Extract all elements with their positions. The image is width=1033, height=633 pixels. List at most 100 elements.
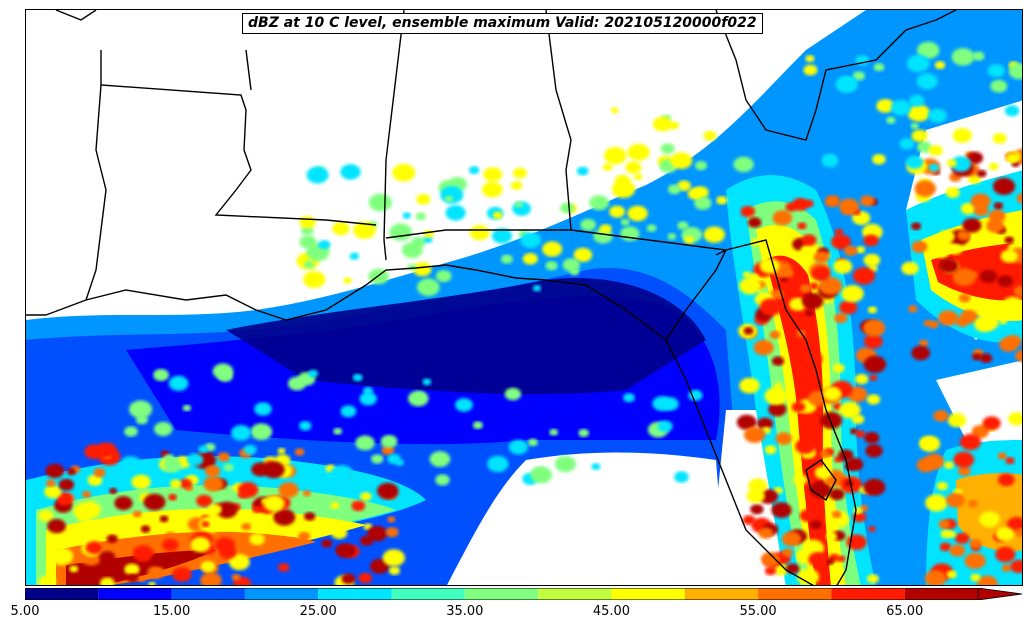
storm-cell xyxy=(803,199,814,208)
storm-cell xyxy=(151,554,166,567)
storm-cell xyxy=(839,401,861,419)
storm-cell xyxy=(979,353,993,364)
storm-cell xyxy=(483,167,503,182)
storm-cell xyxy=(512,167,527,179)
storm-cell xyxy=(389,223,413,241)
storm-cell xyxy=(278,563,290,572)
radar-map xyxy=(25,9,1023,586)
colorbar-bin xyxy=(538,588,612,600)
storm-cell xyxy=(492,228,512,244)
storm-cell xyxy=(997,473,1015,487)
storm-cell xyxy=(970,573,981,582)
storm-cell xyxy=(916,73,938,90)
storm-cell xyxy=(934,61,946,70)
storm-cell xyxy=(803,64,818,76)
florida-gulf-coast xyxy=(665,249,814,585)
storm-cell xyxy=(960,202,977,215)
storm-cell xyxy=(652,396,672,412)
storm-cell xyxy=(87,474,103,486)
storm-cell xyxy=(522,253,538,265)
storm-cell xyxy=(468,166,480,175)
storm-cells xyxy=(38,41,1022,585)
storm-cell xyxy=(287,376,307,391)
storm-cell xyxy=(736,414,757,430)
storm-cell xyxy=(952,128,972,143)
storm-cell xyxy=(263,495,285,512)
storm-cell xyxy=(774,564,789,576)
storm-cell xyxy=(928,320,939,329)
storm-cell xyxy=(368,268,389,285)
storm-cell xyxy=(330,465,354,483)
storm-cell xyxy=(573,247,593,262)
storm-cell xyxy=(833,259,853,274)
storm-cell xyxy=(500,254,513,264)
storm-cell xyxy=(154,421,173,437)
storm-cell xyxy=(413,262,432,277)
colorbar-bin xyxy=(25,588,99,600)
storm-cell xyxy=(380,434,398,448)
storm-cell xyxy=(716,196,728,205)
storm-cell xyxy=(771,356,785,366)
storm-cell xyxy=(124,563,140,576)
storm-cell xyxy=(49,547,74,566)
storm-cell xyxy=(687,188,703,200)
storm-cell xyxy=(992,177,1016,195)
storm-cell xyxy=(179,478,192,489)
storm-cell xyxy=(971,353,982,361)
storm-cell xyxy=(182,404,192,412)
lake-okeechobee xyxy=(805,459,837,502)
storm-cell xyxy=(939,542,952,552)
storm-cell xyxy=(863,253,881,267)
colorbar-bin xyxy=(244,588,319,600)
storm-cell xyxy=(620,218,630,226)
storm-cell xyxy=(911,240,928,253)
storm-cell xyxy=(1015,349,1022,362)
storm-cell xyxy=(1004,105,1020,117)
storm-cell xyxy=(625,161,642,174)
storm-cell xyxy=(928,163,940,172)
storm-cell xyxy=(841,285,864,303)
louisiana-texas-border xyxy=(85,84,107,301)
storm-cell xyxy=(864,431,880,444)
storm-cell xyxy=(797,568,820,585)
storm-cell xyxy=(863,334,883,349)
storm-cell xyxy=(990,305,1003,315)
storm-cell xyxy=(514,201,523,208)
storm-cell xyxy=(771,502,792,518)
storm-cell xyxy=(764,387,788,405)
storm-cell xyxy=(542,241,563,257)
colorbar-bin xyxy=(611,588,685,600)
storm-cell xyxy=(198,445,209,454)
storm-cell xyxy=(739,277,762,295)
storm-cell xyxy=(801,292,824,310)
storm-cell xyxy=(938,310,959,326)
storm-cell xyxy=(740,205,756,218)
storm-cell xyxy=(834,313,848,324)
storm-cell xyxy=(250,423,273,441)
storm-cell xyxy=(45,479,56,487)
colorbar-bin xyxy=(171,588,245,600)
storm-cell xyxy=(999,337,1019,352)
storm-cell xyxy=(946,492,965,508)
storm-cell xyxy=(609,205,625,218)
storm-cell xyxy=(627,205,648,222)
storm-cell xyxy=(604,147,627,165)
storm-cell xyxy=(962,218,982,233)
storm-cell xyxy=(249,533,265,546)
storm-cell xyxy=(140,525,151,533)
storm-cell xyxy=(416,193,431,205)
storm-cell xyxy=(299,421,312,431)
colorbar-tick-label: 35.00 xyxy=(446,604,484,619)
storm-cell xyxy=(949,544,966,557)
storm-cell xyxy=(852,71,865,81)
storm-cell xyxy=(371,454,384,464)
storm-cell xyxy=(899,138,915,150)
storm-cell xyxy=(69,565,79,573)
storm-cell xyxy=(964,552,986,570)
storm-cell xyxy=(907,104,930,122)
storm-cell xyxy=(303,271,326,288)
storm-cell xyxy=(775,432,792,445)
storm-cell xyxy=(822,153,837,165)
storm-cell xyxy=(742,515,756,525)
storm-cell xyxy=(955,316,970,327)
